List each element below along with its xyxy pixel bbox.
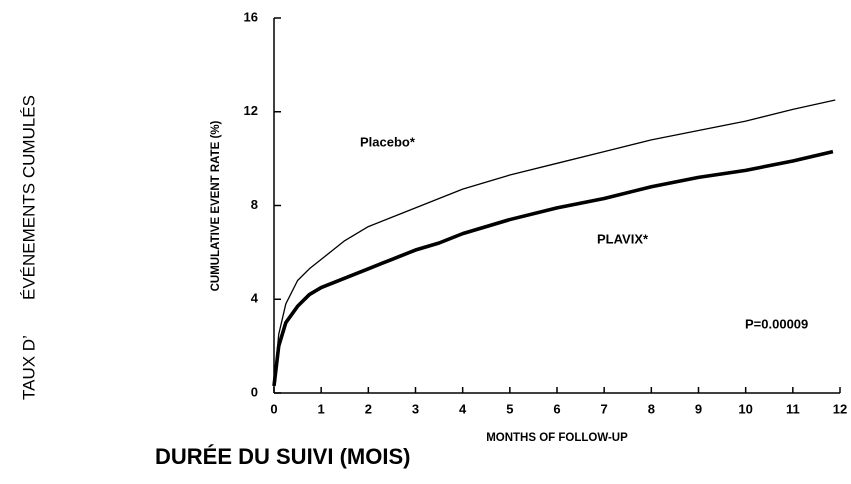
x-tick-label: 4: [459, 401, 467, 416]
series-line: [272, 149, 834, 387]
series-line: [273, 99, 836, 387]
x-tick-label: 1: [318, 401, 325, 416]
x-axis-title: MONTHS OF FOLLOW-UP: [486, 432, 628, 444]
bottom-title: DURÉE DU SUIVI (MOIS): [155, 444, 410, 469]
side-label: ÉVÉNEMENTS CUMULÉS: [19, 95, 38, 300]
x-tick-label: 5: [506, 401, 513, 416]
side-label: TAUX D’: [19, 335, 38, 400]
x-tick-label: 12: [833, 401, 847, 416]
y-tick-label: 12: [244, 103, 258, 118]
y-tick-label: 0: [251, 384, 258, 399]
x-tick-label: 3: [412, 401, 419, 416]
series-label: Placebo*: [360, 134, 416, 149]
x-tick-label: 2: [365, 401, 372, 416]
x-tick-label: 9: [695, 401, 702, 416]
y-tick-label: 16: [244, 9, 258, 24]
x-tick-label: 11: [786, 401, 800, 416]
x-tick-label: 10: [738, 401, 752, 416]
x-tick-label: 8: [648, 401, 655, 416]
x-tick-label: 7: [601, 401, 608, 416]
y-tick-label: 8: [251, 197, 258, 212]
y-tick-label: 4: [251, 291, 259, 306]
y-axis-title: CUMULATIVE EVENT RATE (%): [210, 120, 222, 291]
p-value: P=0.00009: [745, 316, 808, 331]
x-tick-label: 6: [553, 401, 560, 416]
x-tick-label: 0: [270, 401, 277, 416]
series-label: PLAVIX*: [597, 231, 649, 246]
